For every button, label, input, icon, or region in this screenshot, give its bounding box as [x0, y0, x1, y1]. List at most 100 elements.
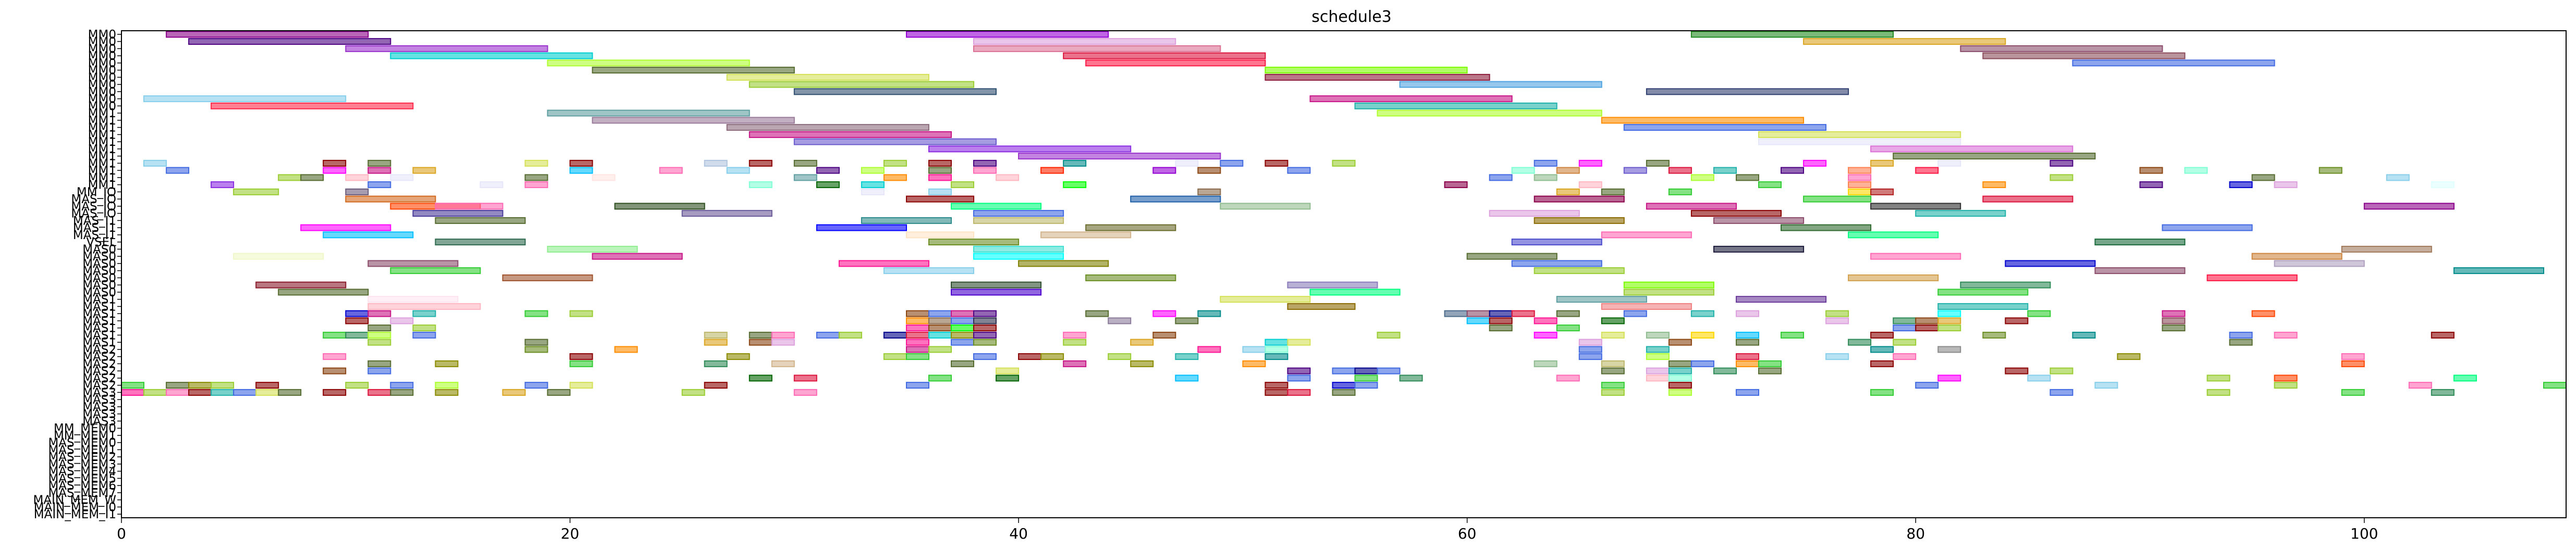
task-bar-246: [928, 317, 952, 325]
y-tick-label-35: MAS0: [82, 279, 116, 292]
task-bar-42: [323, 159, 347, 167]
task-bar-235: [1623, 310, 1647, 317]
task-bar-85: [1848, 167, 1872, 174]
task-bar-435: [1287, 389, 1311, 396]
task-bar-106: [2251, 174, 2275, 181]
task-bar-63: [2050, 159, 2074, 167]
task-bar-59: [1646, 159, 1670, 167]
task-bar-407: [906, 382, 929, 389]
task-bar-97: [883, 174, 907, 181]
task-bar-44: [524, 159, 548, 167]
y-tick-label-13: MM1: [88, 121, 116, 135]
task-bar-296: [1870, 331, 1894, 339]
task-bar-413: [1915, 382, 1939, 389]
task-bar-74: [973, 167, 997, 174]
task-bar-412: [1668, 382, 1692, 389]
y-tick-label-8: MM0: [88, 85, 116, 99]
task-bar-122: [2139, 181, 2163, 189]
y-tick-label-17: MM1: [88, 150, 116, 164]
task-bar-365: [2341, 360, 2365, 367]
task-bar-277: [704, 331, 728, 339]
task-bar-112: [749, 181, 772, 189]
task-bar-415: [2274, 382, 2298, 389]
task-bar-348: [2341, 353, 2365, 360]
task-bar-196: [502, 274, 593, 281]
task-bar-189: [2005, 260, 2096, 267]
task-bar-302: [367, 339, 391, 346]
task-bar-399: [211, 382, 235, 389]
y-tick-label-27: MAS_I1: [73, 221, 116, 235]
y-tick-label-33: MAS0: [82, 265, 116, 278]
task-bar-332: [569, 353, 593, 360]
task-bar-441: [2050, 389, 2074, 396]
task-bar-404: [524, 382, 548, 389]
task-bar-10: [1063, 52, 1266, 59]
task-bar-341: [1265, 353, 1289, 360]
task-bar-228: [1152, 310, 1176, 317]
task-bar-132: [1601, 188, 1625, 195]
task-bar-184: [2251, 253, 2342, 260]
task-bar-403: [435, 382, 459, 389]
task-bar-224: [928, 310, 952, 317]
task-bar-270: [1915, 325, 1939, 332]
task-bar-169: [1601, 231, 1692, 239]
task-bar-1: [906, 31, 1109, 38]
task-bar-337: [1018, 353, 1042, 360]
task-bar-4: [973, 38, 1176, 45]
task-bar-386: [1354, 375, 1378, 382]
task-bar-245: [906, 317, 929, 325]
task-bar-292: [1646, 331, 1670, 339]
task-bar-309: [973, 339, 997, 346]
task-bar-312: [1265, 339, 1289, 346]
task-bar-197: [1085, 274, 1176, 281]
task-bar-50: [928, 159, 952, 167]
y-tick-label-60: MAS_MEM3: [48, 458, 116, 471]
y-tick-label-63: MAS_MEM6: [48, 479, 116, 493]
task-bar-23: [143, 95, 347, 103]
task-bar-362: [1736, 360, 1759, 367]
task-bar-406: [704, 382, 728, 389]
task-bar-100: [1489, 174, 1513, 181]
task-bar-372: [1377, 367, 1401, 375]
task-bar-135: [1870, 188, 1894, 195]
task-bar-442: [2206, 389, 2230, 396]
task-bar-78: [1287, 167, 1311, 174]
task-bar-327: [1578, 346, 1602, 353]
task-bar-151: [681, 210, 772, 217]
y-tick-label-51: MAS3: [82, 393, 116, 407]
task-bar-274: [345, 331, 369, 339]
task-bar-102: [1690, 174, 1714, 181]
task-bar-5: [1803, 38, 2006, 45]
y-tick-label-20: MM1: [88, 171, 116, 185]
task-bar-318: [1893, 339, 1917, 346]
task-bar-207: [1309, 289, 1401, 296]
task-bar-280: [816, 331, 840, 339]
task-bar-284: [928, 331, 952, 339]
task-bar-51: [973, 159, 997, 167]
task-bar-317: [1848, 339, 1872, 346]
task-bar-279: [771, 331, 795, 339]
task-bar-82: [1668, 167, 1692, 174]
task-bar-168: [1040, 231, 1132, 239]
task-bar-331: [323, 353, 347, 360]
task-bar-377: [1758, 367, 1782, 375]
task-bar-259: [2005, 317, 2029, 325]
y-tick-label-44: MAS2: [82, 343, 116, 357]
task-bar-134: [1848, 188, 1872, 195]
task-bar-376: [1713, 367, 1737, 375]
task-bar-83: [1713, 167, 1737, 174]
x-tick-label-4: 80: [1906, 525, 1925, 542]
task-bar-432: [681, 389, 705, 396]
task-bar-238: [1825, 310, 1849, 317]
task-bar-111: [524, 181, 548, 189]
task-bar-182: [1466, 253, 1557, 260]
y-tick-label-30: MAS0: [82, 243, 116, 256]
task-bar-261: [367, 325, 391, 332]
y-tick-label-16: MM1: [88, 143, 116, 156]
task-bar-69: [659, 167, 683, 174]
task-bar-215: [1287, 303, 1356, 310]
task-bar-194: [2094, 267, 2186, 274]
y-tick-label-64: MAS_MEM7: [48, 486, 116, 500]
task-bar-264: [928, 325, 952, 332]
y-tick-label-7: MM0: [88, 78, 116, 92]
